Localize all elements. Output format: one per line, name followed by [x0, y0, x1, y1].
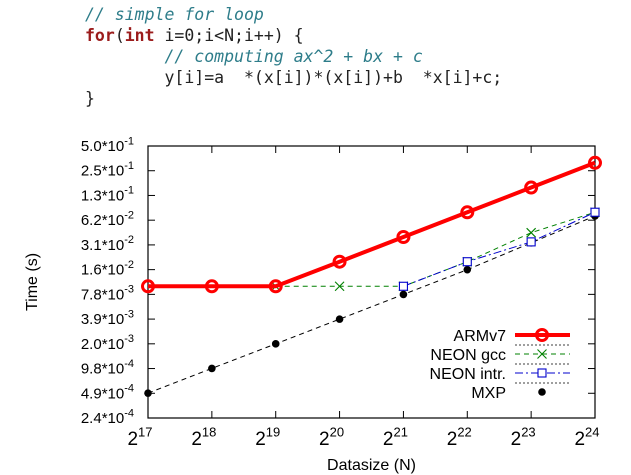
point-marker [398, 281, 408, 291]
legend-item: MXP [471, 385, 546, 402]
point-marker [526, 237, 536, 247]
point-marker [399, 290, 408, 299]
code-comment-loop: // simple for loop [85, 5, 264, 24]
code-keyword-for: for [85, 26, 115, 45]
legend-label: NEON gcc [430, 347, 506, 364]
point-marker [268, 279, 283, 294]
point-marker [271, 340, 280, 348]
x-tick-label: 223 [511, 424, 536, 450]
y-tick-label: 2.0*10-3 [81, 333, 134, 353]
point-marker [588, 155, 602, 170]
point-marker [460, 205, 475, 220]
code-keyword-int: int [124, 26, 155, 45]
series-line [148, 160, 596, 289]
x-tick-label: 222 [447, 424, 472, 450]
code-paren: ( [114, 26, 125, 45]
y-tick-label: 3.9*10-3 [81, 308, 134, 328]
y-tick-label: 2.5*10-1 [81, 160, 134, 180]
point-marker [537, 349, 547, 359]
x-tick-label: 224 [574, 424, 599, 450]
x-tick-label: 217 [127, 424, 152, 450]
y-axis-label: Time (s) [24, 253, 41, 311]
series-neon-intr [398, 207, 600, 291]
code-loop-header: i=0;i<N;i++) { [154, 26, 304, 45]
point-marker [524, 180, 539, 195]
series-neon-gcc [270, 207, 600, 292]
y-tick-label: 1.6*10-2 [81, 259, 134, 279]
point-marker [535, 328, 549, 342]
legend-item: NEON intr. [430, 366, 570, 384]
y-tick-label: 2.4*10-4 [81, 407, 134, 427]
point-marker [590, 207, 600, 217]
y-tick-label: 1.3*10-1 [81, 185, 134, 205]
series-line [147, 215, 596, 394]
x-tick-label: 218 [191, 424, 216, 450]
point-marker [538, 388, 546, 396]
code-statement: y[i]=a *(x[i])*(x[i])+b *x[i]+c; [164, 68, 503, 87]
y-tick-label: 9.8*10-4 [81, 358, 134, 378]
y-tick-label: 5.0*10-1 [81, 135, 134, 155]
point-marker [334, 281, 345, 292]
legend-label: ARMv7 [454, 328, 507, 345]
legend-item: NEON gcc [430, 347, 570, 365]
x-tick-label: 219 [255, 424, 280, 450]
point-marker [537, 368, 547, 378]
y-tick-label: 7.8*10-3 [81, 284, 134, 304]
point-marker [204, 279, 219, 294]
point-marker-stroke [334, 281, 345, 292]
y-tick-label: 6.2*10-2 [81, 209, 134, 229]
point-marker [526, 227, 537, 238]
point-marker [462, 257, 472, 267]
point-marker [144, 389, 152, 397]
point-marker-stroke [537, 349, 547, 359]
code-comment-computing: // computing ax^2 + bx + c [164, 47, 423, 66]
code-snippet: // simple for loop for(int i=0;i<N;i++) … [85, 4, 502, 109]
series-armv7 [141, 155, 602, 294]
point-marker [396, 229, 411, 244]
point-marker [208, 364, 216, 373]
point-marker [332, 254, 347, 269]
point-marker [335, 315, 344, 323]
legend-label: MXP [471, 385, 506, 402]
x-tick-label: 221 [383, 424, 408, 450]
legend-item: ARMv7 [454, 328, 570, 346]
code-closing-brace: } [85, 89, 95, 108]
point-marker-stroke [526, 227, 537, 238]
legend-label: NEON intr. [430, 366, 506, 383]
x-axis-label: Datasize (N) [327, 457, 416, 474]
x-tick-label: 220 [319, 424, 344, 450]
y-tick-label: 4.9*10-4 [81, 383, 134, 403]
y-tick-label: 3.1*10-2 [81, 234, 134, 254]
point-marker [141, 279, 155, 294]
point-marker [463, 265, 472, 274]
series-line [403, 211, 596, 287]
